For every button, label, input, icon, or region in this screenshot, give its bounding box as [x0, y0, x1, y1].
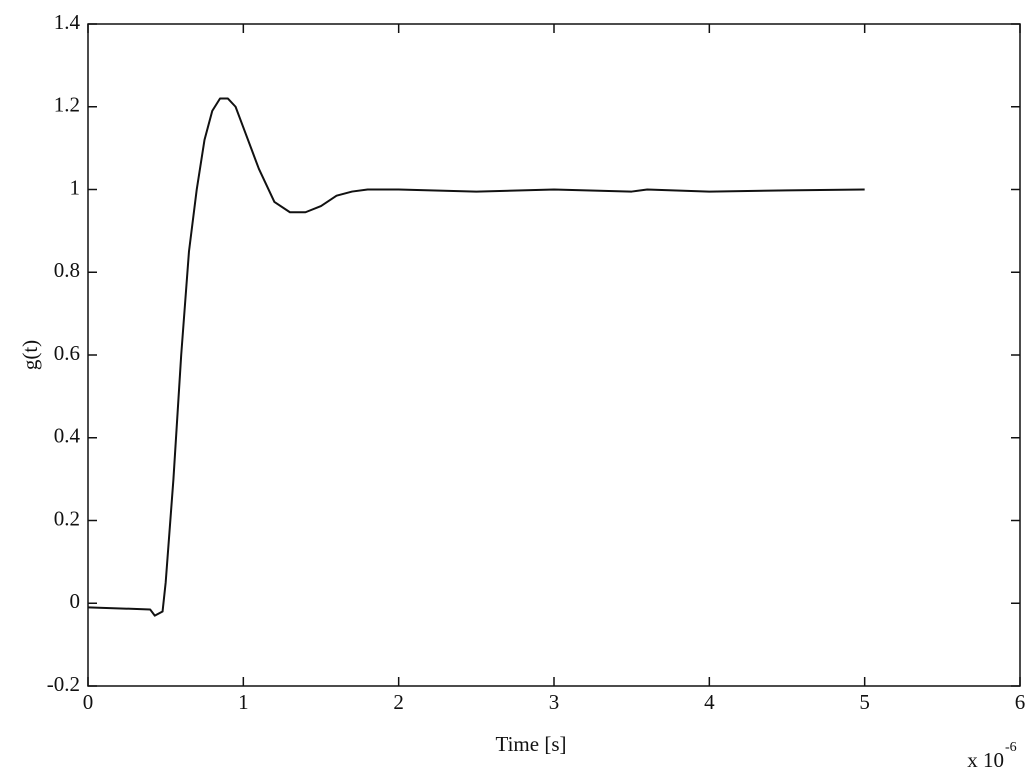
y-tick-label: 0.4: [54, 424, 81, 448]
y-tick-label: 0.2: [54, 506, 80, 530]
x-tick-label: 3: [549, 690, 560, 714]
y-tick-label: 1.2: [54, 93, 80, 117]
x-tick-label: 4: [704, 690, 715, 714]
x-tick-label: 2: [393, 690, 404, 714]
y-axis-label: g(t): [18, 340, 42, 370]
x-tick-label: 6: [1015, 690, 1026, 714]
x-axis-label: Time [s]: [496, 732, 567, 756]
x-tick-label: 0: [83, 690, 94, 714]
y-tick-label: 0.6: [54, 341, 80, 365]
y-tick-label: 1.4: [54, 10, 81, 34]
x-scale-exponent: -6: [1005, 740, 1017, 755]
y-tick-label: 0.8: [54, 258, 80, 282]
x-scale-base: x 10: [967, 748, 1004, 772]
plot-frame: [87, 23, 1021, 687]
y-tick-label: 0: [70, 589, 81, 613]
x-tick-label: 1: [238, 690, 249, 714]
y-tick-label: 1: [70, 175, 81, 199]
data-line: [87, 97, 865, 617]
x-tick-label: 5: [859, 690, 870, 714]
y-tick-label: -0.2: [47, 672, 80, 696]
